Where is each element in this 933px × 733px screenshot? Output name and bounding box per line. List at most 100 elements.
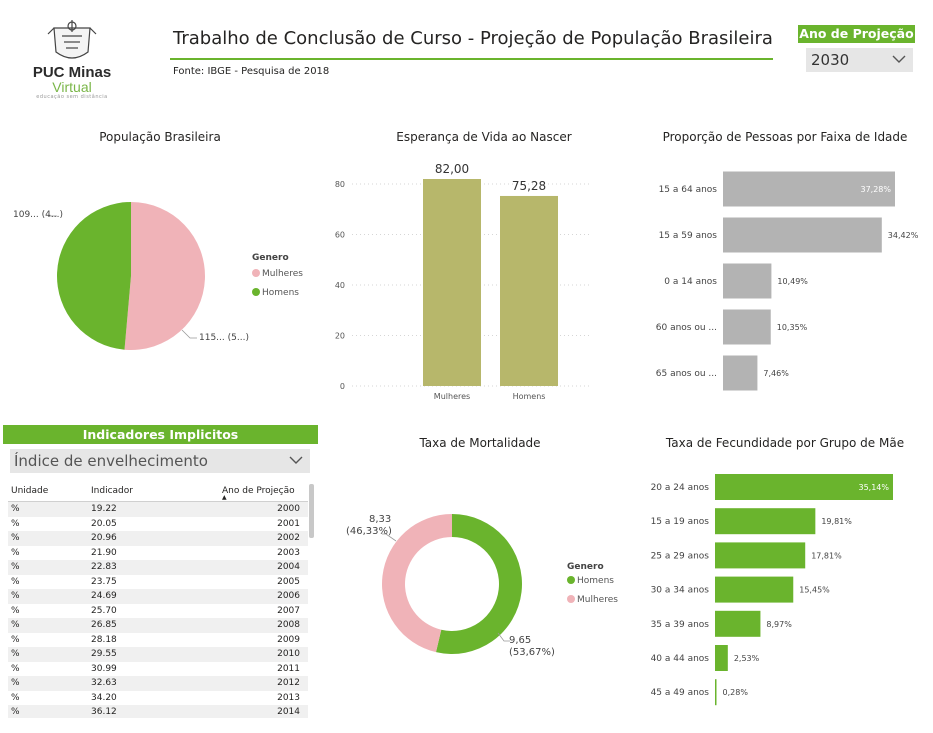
legend-dot — [567, 576, 575, 584]
table-row[interactable]: % 28.18 2009 — [8, 633, 308, 648]
chevron-down-icon — [892, 55, 906, 63]
data-label: 10,49% — [777, 277, 808, 286]
data-label: 2,53% — [734, 654, 760, 663]
bar[interactable] — [723, 171, 895, 207]
legend-label: Homens — [262, 288, 299, 298]
bar[interactable] — [715, 576, 794, 603]
table-row[interactable]: % 22.83 2004 — [8, 560, 308, 575]
fertility-chart-title: Taxa de Fecundidade por Grupo de Mãe — [665, 436, 905, 450]
table-row[interactable]: % 30.99 2011 — [8, 662, 308, 677]
bar[interactable] — [723, 217, 882, 253]
category-label: 15 a 19 anos — [651, 517, 710, 527]
population-pie-chart[interactable] — [0, 150, 320, 410]
legend-item-homens[interactable]: Homens — [252, 288, 299, 298]
category-label: 15 a 59 anos — [659, 231, 718, 241]
data-label: 35,14% — [858, 483, 889, 492]
mortality-legend-title: Genero — [567, 562, 604, 572]
table-row[interactable]: % 34.20 2013 — [8, 691, 308, 706]
table-row[interactable]: % 24.69 2006 — [8, 589, 308, 604]
legend-item-mulheres[interactable]: Mulheres — [252, 269, 303, 279]
table-body: % 19.22 2000% 20.05 2001% 20.96 2002% 21.90 2003… — [8, 502, 308, 718]
cell-ano: 2003 — [277, 547, 300, 558]
cell-indicador: 28.18 — [91, 634, 117, 645]
bar[interactable] — [715, 679, 717, 706]
cell-unidade: % — [11, 547, 20, 558]
age-bar-chart[interactable]: 15 a 64 anos 37,28% 15 a 59 anos 34,42% 0 a … — [620, 160, 933, 405]
cell-ano: 2011 — [277, 663, 300, 674]
table-row[interactable]: % 20.05 2001 — [8, 517, 308, 532]
bar[interactable] — [723, 355, 758, 391]
bar-homens[interactable] — [500, 195, 558, 386]
donut-label-men-value: 9,65 — [509, 635, 532, 646]
pie-slice-mulheres[interactable] — [124, 202, 205, 350]
life-expectancy-bar-chart[interactable]: 0 20 40 60 80 82,00 Mulheres 75,28 Homens — [320, 150, 620, 410]
column-header-unidade[interactable]: Unidade — [11, 486, 49, 496]
bar[interactable] — [715, 508, 816, 535]
projection-year-dropdown[interactable]: 2030 — [806, 48, 913, 72]
data-label: 19,81% — [821, 517, 852, 526]
cell-indicador: 21.90 — [91, 547, 117, 558]
column-header-indicador[interactable]: Indicador — [91, 486, 133, 496]
cell-ano: 2000 — [277, 504, 300, 514]
data-label: 37,28% — [860, 185, 891, 194]
legend-dot — [567, 595, 575, 603]
mortality-donut-chart[interactable] — [320, 455, 620, 725]
cell-unidade: % — [11, 707, 20, 717]
donut-label-men-pct: (53,67%) — [509, 647, 555, 658]
cell-indicador: 29.55 — [91, 649, 117, 659]
donut-slice-homens[interactable] — [435, 514, 523, 654]
bar[interactable] — [715, 645, 728, 671]
table-row[interactable]: % 23.75 2005 — [8, 575, 308, 590]
data-label: 7,46% — [763, 369, 789, 378]
donut-label-women-value: 8,33 — [369, 514, 392, 525]
table-row[interactable]: % 19.22 2000 — [8, 502, 308, 517]
bar[interactable] — [715, 610, 761, 637]
legend-item-homens[interactable]: Homens — [567, 576, 614, 586]
category-label: 0 a 14 anos — [664, 277, 717, 287]
fertility-bar-chart[interactable]: 20 a 24 anos 35,14% 15 a 19 anos 19,81% 25 a… — [620, 468, 933, 713]
cell-unidade: % — [11, 678, 20, 688]
table-scrollbar[interactable] — [309, 484, 314, 538]
mortality-chart-title: Taxa de Mortalidade — [419, 436, 541, 450]
age-chart-title: Proporção de Pessoas por Faixa de Idade — [662, 130, 908, 144]
pie-slice-homens[interactable] — [56, 202, 132, 350]
crest-icon — [47, 20, 97, 59]
table-row[interactable]: % 32.63 2012 — [8, 676, 308, 691]
legend-dot — [252, 288, 260, 296]
x-tick-label: Homens — [513, 392, 546, 401]
cell-unidade: % — [11, 504, 20, 514]
indicator-dropdown[interactable]: Índice de envelhecimento — [10, 449, 310, 473]
table-row[interactable]: % 20.96 2002 — [8, 531, 308, 546]
donut-slice-mulheres[interactable] — [382, 514, 452, 653]
cell-indicador: 36.12 — [91, 707, 117, 717]
bar[interactable] — [723, 263, 772, 299]
cell-ano: 2010 — [277, 649, 300, 659]
x-tick-label: Mulheres — [434, 392, 470, 401]
cell-indicador: 22.83 — [91, 562, 117, 572]
table-row[interactable]: % 29.55 2010 — [8, 647, 308, 662]
cell-ano: 2006 — [277, 591, 300, 601]
legend-item-mulheres[interactable]: Mulheres — [567, 595, 618, 605]
bar[interactable] — [723, 309, 771, 345]
legend-label: Mulheres — [577, 595, 618, 605]
y-tick-label: 0 — [340, 382, 345, 391]
table-row[interactable]: % 36.12 2014 — [8, 705, 308, 718]
indicator-selected: Índice de envelhecimento — [14, 452, 208, 470]
cell-ano: 2005 — [277, 576, 300, 587]
life-expectancy-chart-title: Esperança de Vida ao Nascer — [396, 130, 572, 144]
category-label: 60 anos ou ... — [656, 323, 717, 333]
table-row[interactable]: % 25.70 2007 — [8, 604, 308, 619]
column-header-ano[interactable]: Ano de Projeção — [222, 486, 295, 496]
data-label: 8,97% — [766, 620, 792, 629]
cell-ano: 2009 — [277, 634, 300, 645]
cell-unidade: % — [11, 663, 20, 674]
bar-mulheres[interactable] — [423, 179, 481, 386]
table-row[interactable]: % 21.90 2003 — [8, 546, 308, 561]
table-row[interactable]: % 26.85 2008 — [8, 618, 308, 633]
cell-unidade: % — [11, 634, 20, 645]
table-header-row: Unidade Indicador Ano de Projeção ▲ — [8, 482, 308, 502]
bar[interactable] — [715, 542, 806, 569]
cell-ano: 2007 — [277, 605, 300, 616]
bar[interactable] — [715, 474, 893, 500]
sort-ascending-icon[interactable]: ▲ — [222, 494, 227, 501]
